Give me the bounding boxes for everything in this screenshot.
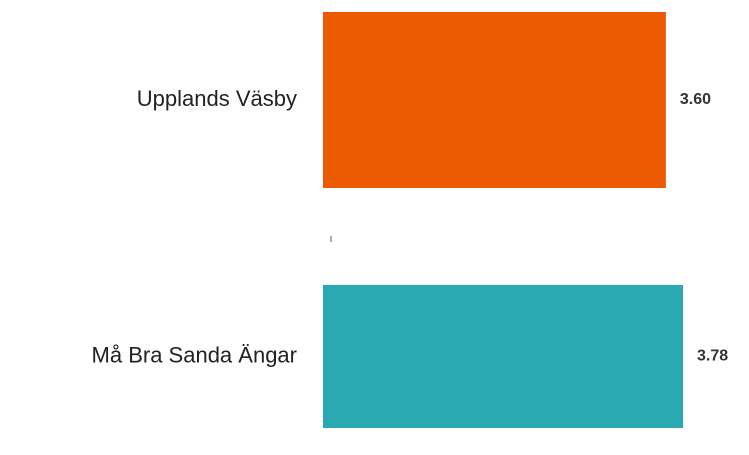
value-label: 3.60 <box>680 91 711 108</box>
category-label: Må Bra Sanda Ängar <box>92 342 297 367</box>
value-label: 3.78 <box>697 348 728 365</box>
bar <box>323 12 666 188</box>
bar <box>323 285 684 428</box>
category-label: Upplands Väsby <box>137 86 297 111</box>
